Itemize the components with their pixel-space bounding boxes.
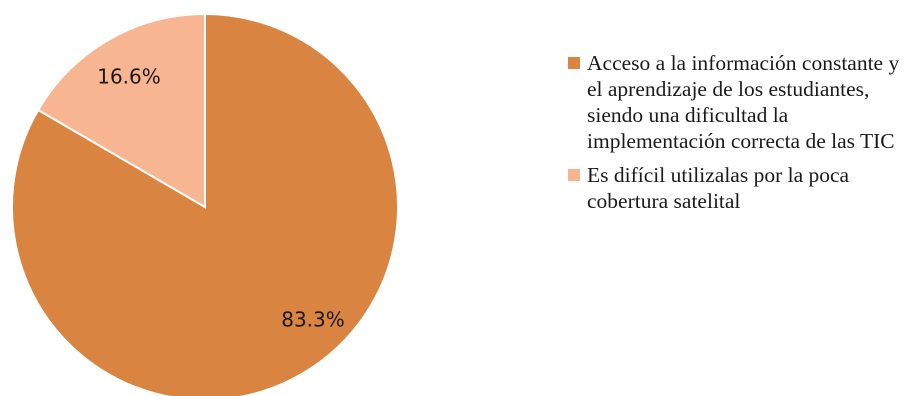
legend-label-acceso: Acceso a la información constante y el a… — [587, 51, 900, 153]
data-label-acceso: 83.3% — [281, 308, 345, 332]
pie-slice-acceso — [11, 12, 399, 396]
pie-chart: 83.3% 16.6% — [11, 12, 399, 396]
data-label-cobertura: 16.6% — [97, 65, 161, 89]
legend: Acceso a la información constante y el a… — [568, 50, 908, 222]
pie-slice-cobertura — [36, 12, 206, 209]
legend-swatch-acceso — [568, 57, 580, 69]
legend-item-acceso: Acceso a la información constante y el a… — [568, 50, 908, 154]
legend-item-cobertura: Es difícil utilizalas por la poca cobert… — [568, 162, 908, 214]
legend-label-cobertura: Es difícil utilizalas por la poca cobert… — [587, 163, 850, 213]
legend-swatch-cobertura — [568, 169, 580, 181]
